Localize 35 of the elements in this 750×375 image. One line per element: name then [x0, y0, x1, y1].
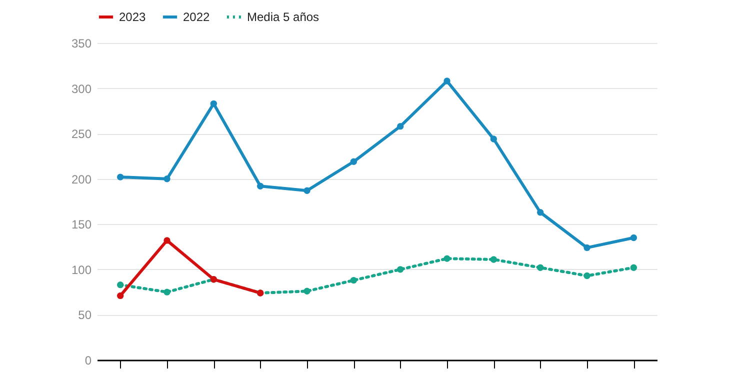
- point: [536, 264, 544, 271]
- y-tick-label: 300: [71, 82, 92, 96]
- point: [116, 292, 124, 300]
- y-tick-label: 350: [71, 36, 92, 50]
- point: [630, 234, 638, 242]
- point: [116, 281, 124, 288]
- point: [164, 176, 170, 182]
- point: [304, 187, 310, 194]
- point: [164, 237, 170, 244]
- point: [630, 264, 638, 271]
- point: [584, 272, 590, 280]
- y-tick-label: 250: [71, 127, 92, 142]
- point: [350, 276, 358, 284]
- point: [350, 158, 358, 165]
- point: [164, 288, 170, 296]
- point: [396, 266, 404, 273]
- point: [304, 288, 310, 295]
- y-tick-label: 200: [71, 172, 92, 186]
- y-tick-label: 150: [71, 218, 92, 232]
- legend-label: Media 5 años: [247, 10, 320, 24]
- y-tick-label: 0: [84, 354, 92, 368]
- y-tick-label: 50: [78, 308, 92, 322]
- point: [444, 255, 450, 262]
- point: [116, 174, 124, 180]
- legend-label: 2022: [183, 10, 210, 24]
- point: [536, 209, 544, 216]
- point: [490, 256, 498, 263]
- point: [256, 182, 264, 190]
- point: [210, 100, 218, 108]
- y-tick-label: 100: [71, 262, 92, 277]
- point: [396, 122, 404, 130]
- point: [444, 78, 450, 84]
- legend-label: 2023: [119, 10, 146, 24]
- point: [490, 136, 498, 142]
- point: [584, 244, 590, 252]
